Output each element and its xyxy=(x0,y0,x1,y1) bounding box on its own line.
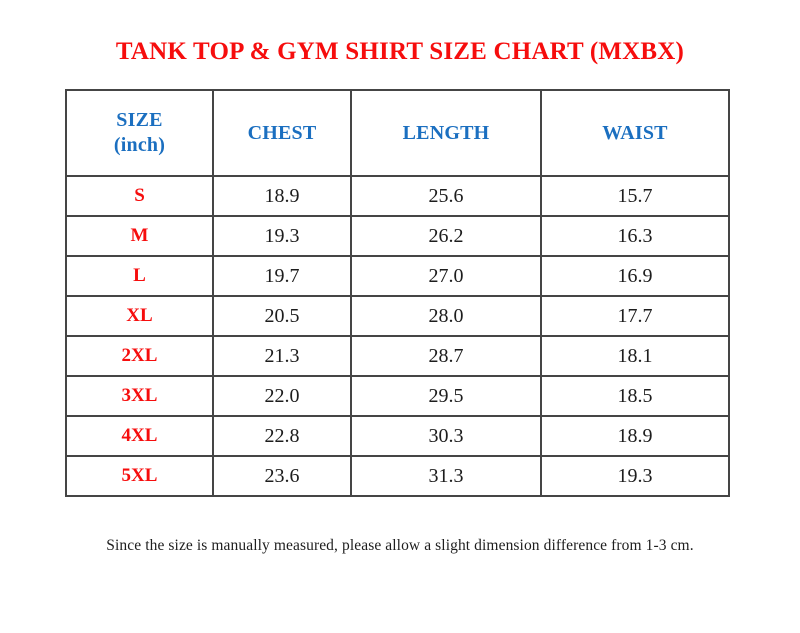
table-row: 5XL 23.6 31.3 19.3 xyxy=(65,455,730,497)
size-label: S xyxy=(65,175,214,217)
table-row: 4XL 22.8 30.3 18.9 xyxy=(65,415,730,457)
chest-value: 18.9 xyxy=(212,175,352,217)
size-label: 2XL xyxy=(65,335,214,377)
chest-value: 21.3 xyxy=(212,335,352,377)
size-label: 3XL xyxy=(65,375,214,417)
size-label: M xyxy=(65,215,214,257)
size-label: XL xyxy=(65,295,214,337)
waist-value: 18.9 xyxy=(540,415,730,457)
column-header-waist: WAIST xyxy=(540,89,730,177)
chest-value: 22.0 xyxy=(212,375,352,417)
chest-value: 22.8 xyxy=(212,415,352,457)
table-row: M 19.3 26.2 16.3 xyxy=(65,215,730,257)
waist-value: 19.3 xyxy=(540,455,730,497)
measurement-note: Since the size is manually measured, ple… xyxy=(106,537,694,554)
table-row: 2XL 21.3 28.7 18.1 xyxy=(65,335,730,377)
waist-value: 16.9 xyxy=(540,255,730,297)
header-row: SIZE (inch) CHEST LENGTH WAIST xyxy=(65,89,730,177)
length-value: 29.5 xyxy=(350,375,542,417)
column-header-chest: CHEST xyxy=(212,89,352,177)
length-value: 28.7 xyxy=(350,335,542,377)
length-value: 31.3 xyxy=(350,455,542,497)
chest-value: 23.6 xyxy=(212,455,352,497)
waist-value: 15.7 xyxy=(540,175,730,217)
chest-value: 19.3 xyxy=(212,215,352,257)
length-value: 27.0 xyxy=(350,255,542,297)
table-row: 3XL 22.0 29.5 18.5 xyxy=(65,375,730,417)
size-chart-table: SIZE (inch) CHEST LENGTH WAIST S 18.9 25.6… xyxy=(65,89,730,497)
length-value: 28.0 xyxy=(350,295,542,337)
page-title: TANK TOP & GYM SHIRT SIZE CHART (MXBX) xyxy=(115,38,685,65)
length-value: 25.6 xyxy=(350,175,542,217)
size-label: 4XL xyxy=(65,415,214,457)
length-value: 26.2 xyxy=(350,215,542,257)
waist-value: 17.7 xyxy=(540,295,730,337)
size-label: 5XL xyxy=(65,455,214,497)
chest-value: 19.7 xyxy=(212,255,352,297)
waist-value: 16.3 xyxy=(540,215,730,257)
chest-value: 20.5 xyxy=(212,295,352,337)
table-row: S 18.9 25.6 15.7 xyxy=(65,175,730,217)
length-value: 30.3 xyxy=(350,415,542,457)
waist-value: 18.5 xyxy=(540,375,730,417)
table-row: XL 20.5 28.0 17.7 xyxy=(65,295,730,337)
size-label: L xyxy=(65,255,214,297)
table-row: L 19.7 27.0 16.9 xyxy=(65,255,730,297)
column-header-size: SIZE (inch) xyxy=(65,89,214,177)
column-header-length: LENGTH xyxy=(350,89,542,177)
waist-value: 18.1 xyxy=(540,335,730,377)
